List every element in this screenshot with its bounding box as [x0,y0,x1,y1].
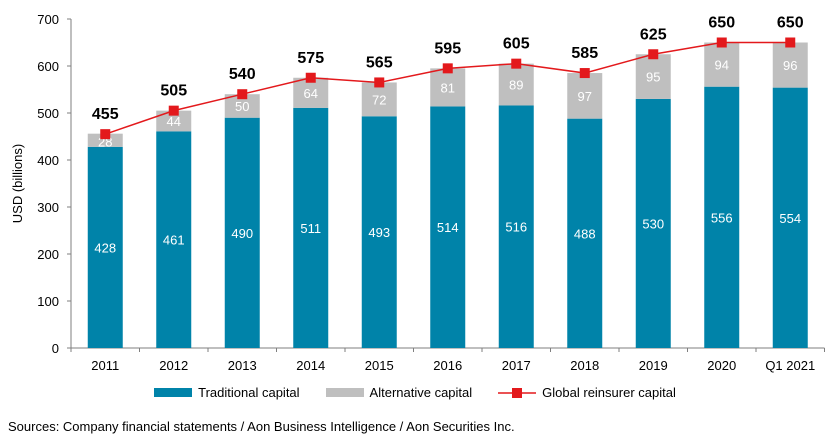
marker-global [168,105,179,116]
legend-item-traditional: Traditional capital [154,385,300,400]
bar-alternative [293,77,329,108]
bar-traditional [635,98,671,349]
bar-alternative [361,82,397,117]
bar-traditional [430,106,466,348]
y-tick-label: 700 [37,12,59,27]
bar-alternative [704,42,740,87]
data-label-traditional: 556 [711,210,733,225]
legend-swatch-global [498,387,537,398]
marker-global [374,77,385,88]
marker-global [237,89,248,100]
marker-global [579,68,590,79]
data-label-total: 650 [777,15,804,32]
data-label-alternative: 94 [715,58,729,73]
marker-global [100,129,111,140]
y-tick-label: 0 [52,341,59,356]
y-tick-label: 300 [37,200,59,215]
marker-global [785,37,796,48]
x-tick-label: 2019 [639,358,668,373]
bar-traditional [704,86,740,349]
marker-global [305,72,316,83]
legend-label: Traditional capital [198,385,300,400]
data-label-traditional: 490 [231,226,253,241]
data-label-total: 595 [434,40,461,57]
legend-swatch-traditional [154,388,193,397]
data-label-alternative: 44 [167,114,181,129]
data-label-traditional: 428 [94,240,116,255]
bar-alternative [772,42,808,88]
data-label-total: 625 [640,26,667,43]
data-label-alternative: 89 [509,78,523,93]
data-label-total: 605 [503,36,530,53]
data-label-traditional: 554 [779,211,801,226]
x-tick-label: 2018 [570,358,599,373]
data-label-traditional: 461 [163,233,185,248]
data-label-traditional: 530 [642,216,664,231]
data-label-traditional: 516 [505,220,527,235]
x-tick-label: Q1 2021 [765,358,815,373]
legend: Traditional capital Alternative capital … [0,385,830,400]
data-label-total: 455 [92,106,119,123]
data-label-traditional: 511 [300,221,321,236]
bar-alternative [635,54,671,99]
bar-traditional [361,116,397,348]
x-tick-label: 2013 [228,358,257,373]
data-label-traditional: 488 [574,226,596,241]
source-note: Sources: Company financial statements / … [8,419,515,434]
legend-item-global: Global reinsurer capital [498,385,676,400]
bar-alternative [430,68,466,107]
data-label-total: 575 [297,50,324,67]
x-tick-label: 2014 [296,358,325,373]
legend-label: Alternative capital [369,385,473,400]
bar-traditional [567,118,603,348]
marker-global [716,37,727,48]
y-tick-label: 600 [37,59,59,74]
bar-alternative [498,63,534,106]
marker-global [511,58,522,69]
data-label-alternative: 97 [578,89,592,104]
x-tick-label: 2020 [707,358,736,373]
data-label-total: 650 [708,15,735,32]
data-label-total: 585 [571,45,598,62]
y-tick-label: 400 [37,153,59,168]
data-label-alternative: 64 [304,86,318,101]
bar-traditional [498,105,534,348]
legend-item-alternative: Alternative capital [325,385,473,400]
y-tick-label: 200 [37,247,59,262]
data-label-alternative: 72 [372,92,386,107]
x-tick-label: 2016 [433,358,462,373]
bar-alternative [567,73,603,119]
y-tick-label: 500 [37,106,59,121]
x-tick-label: 2015 [365,358,394,373]
bar-traditional [87,146,123,348]
y-tick-label: 100 [37,294,59,309]
bar-alternative [87,133,123,147]
bar-alternative [156,110,192,132]
bar-alternative [224,94,260,118]
bar-traditional [224,117,260,348]
legend-swatch-alternative [325,388,364,397]
legend-label: Global reinsurer capital [542,385,676,400]
data-label-traditional: 493 [368,225,390,240]
marker-global [442,63,453,74]
x-tick-label: 2011 [91,358,119,373]
x-tick-label: 2012 [159,358,188,373]
marker-global [648,49,659,60]
data-label-alternative: 81 [441,80,455,95]
bar-traditional [156,131,192,348]
bar-traditional [772,87,808,349]
data-label-alternative: 95 [646,70,660,85]
data-label-traditional: 514 [437,220,459,235]
data-label-total: 565 [366,54,393,71]
data-label-total: 540 [229,66,256,83]
data-label-alternative: 50 [235,99,249,114]
bar-traditional [293,107,329,348]
data-label-alternative: 96 [783,58,797,73]
data-label-total: 505 [160,83,187,100]
y-axis-label: USD (billions) [10,144,25,223]
x-tick-label: 2017 [502,358,531,373]
